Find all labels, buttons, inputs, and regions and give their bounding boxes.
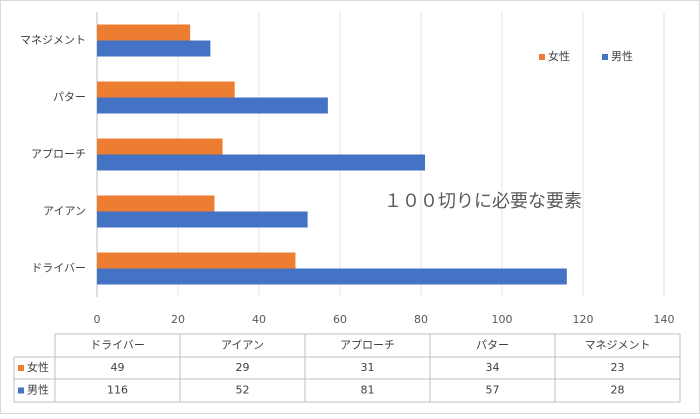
bar-female <box>97 81 235 98</box>
x-tick-label: 100 <box>492 313 513 326</box>
legend: 女性 男性 <box>539 49 633 63</box>
table-header: マネジメント <box>585 339 651 352</box>
category-label: アプローチ <box>31 148 86 161</box>
table-cell: 116 <box>107 384 128 397</box>
table-cell: 52 <box>236 384 250 397</box>
category-label: ドライバー <box>31 262 86 275</box>
x-tick-label: 40 <box>252 313 266 326</box>
x-tick-label: 0 <box>94 313 101 326</box>
table-cell: 31 <box>361 361 375 374</box>
legend-label: 女性 <box>548 49 570 63</box>
x-tick-label: 80 <box>414 313 428 326</box>
bar-male <box>97 40 211 57</box>
table-row-swatch <box>18 365 24 371</box>
bar-female <box>97 252 296 269</box>
table-cell: 34 <box>486 361 500 374</box>
x-tick-label: 60 <box>333 313 347 326</box>
x-tick-label: 20 <box>171 313 185 326</box>
table-row-label: 男性 <box>27 383 49 397</box>
table-header: ドライバー <box>90 339 145 352</box>
table-header: アプローチ <box>340 339 395 352</box>
table-cell: 81 <box>361 384 375 397</box>
bars <box>97 24 567 285</box>
table-cell: 28 <box>611 384 625 397</box>
table-cell: 49 <box>111 361 125 374</box>
bar-male <box>97 211 308 228</box>
x-tick-label: 120 <box>573 313 594 326</box>
table-cell: 23 <box>611 361 625 374</box>
category-label: アイアン <box>43 205 86 218</box>
category-labels: ドライバー アイアン アプローチ パター マネジメント <box>20 34 86 275</box>
category-label: パター <box>53 91 86 104</box>
legend-label: 男性 <box>611 49 633 63</box>
bar-female <box>97 138 223 155</box>
legend-swatch <box>602 54 608 60</box>
table-header: アイアン <box>221 339 264 352</box>
bar-female <box>97 24 191 41</box>
legend-swatch <box>539 54 545 60</box>
x-tick-labels: 0 20 40 60 80 100 120 140 <box>94 313 675 326</box>
x-tick-label: 140 <box>654 313 675 326</box>
table-row-label: 女性 <box>27 360 49 374</box>
category-label: マネジメント <box>20 34 86 47</box>
bar-female <box>97 195 215 212</box>
table-header: パター <box>476 339 509 352</box>
bar-male <box>97 97 328 114</box>
bar-male <box>97 154 426 171</box>
table-cell: 57 <box>486 384 500 397</box>
bar-male <box>97 268 567 285</box>
table-cell: 29 <box>236 361 250 374</box>
table-row-swatch <box>18 387 24 394</box>
chart-title: １００切りに必要な要素 <box>384 191 582 212</box>
